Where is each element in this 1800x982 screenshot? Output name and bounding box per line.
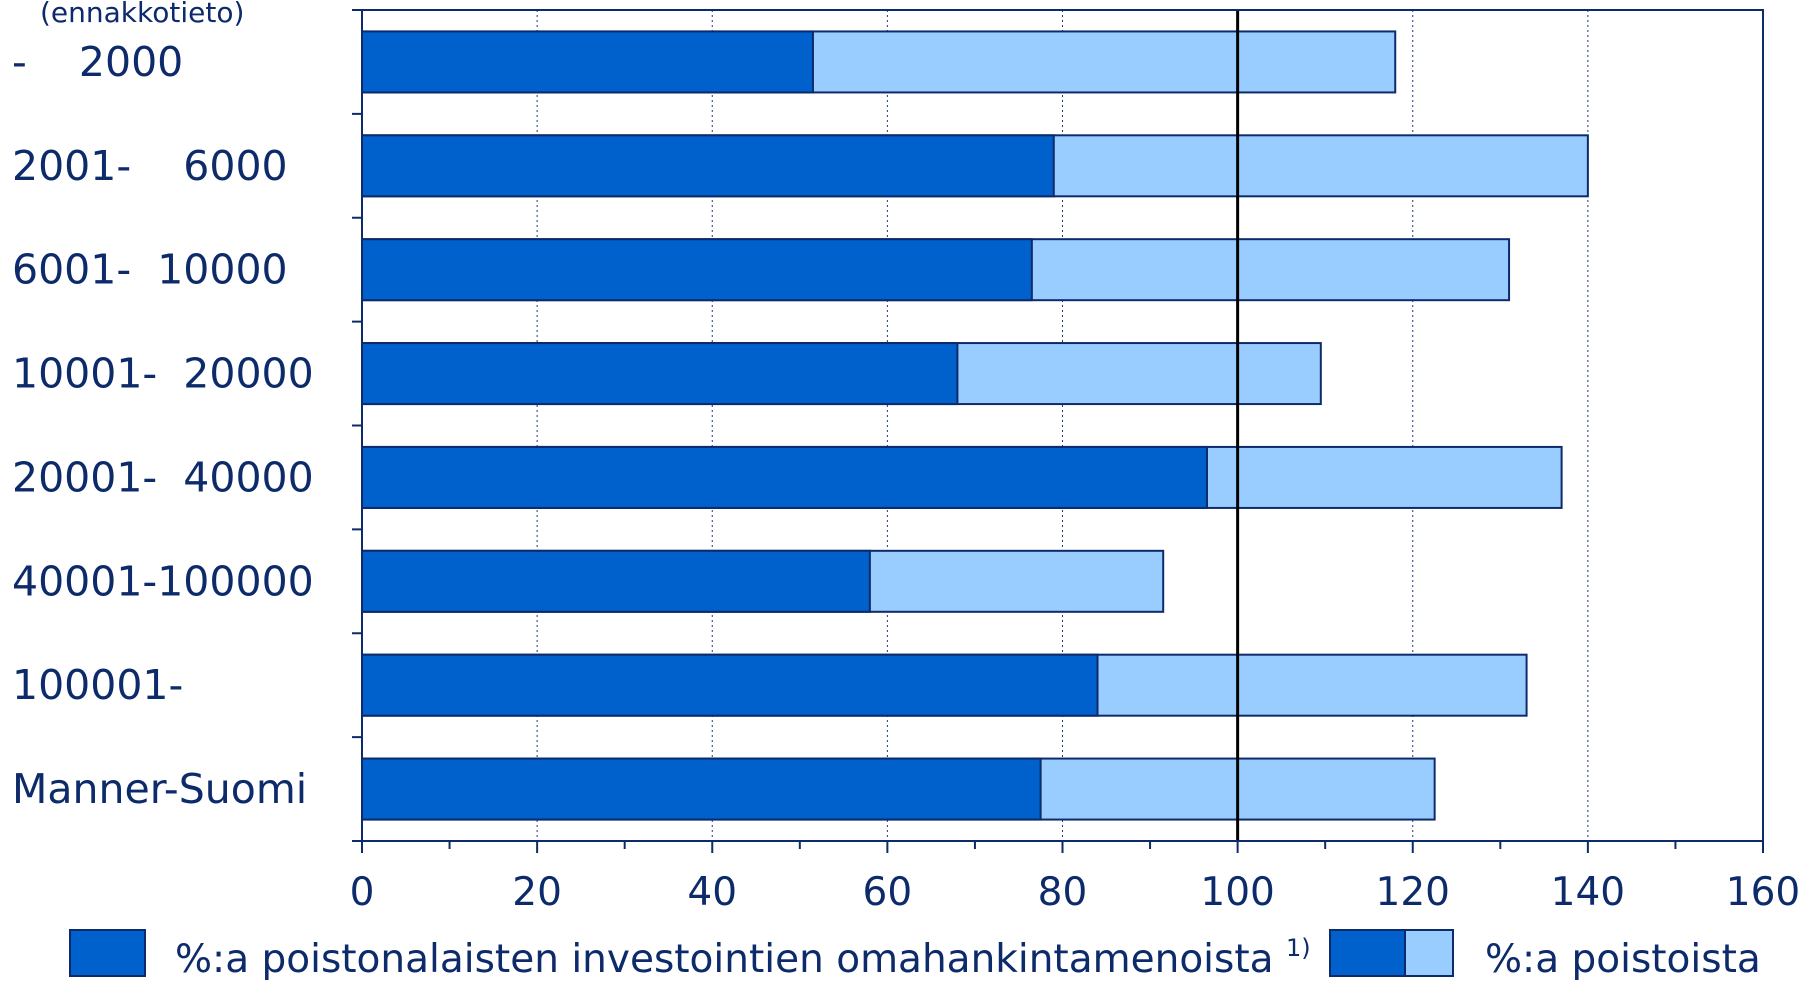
x-tick-label: 160 [1726, 870, 1800, 915]
bar-omahankintamenoista [361, 757, 1042, 821]
category-label: 2001- 6000 [12, 142, 288, 190]
x-tick-label: 0 [350, 870, 375, 915]
x-tick-label: 100 [1200, 870, 1274, 915]
legend-footnote-mark: 1) [1286, 934, 1311, 962]
bars-layer [361, 30, 1589, 821]
legend: %:a poistonalaisten investointien omahan… [69, 929, 1761, 982]
legend-swatch-poistoista-dark [1329, 929, 1406, 977]
bar-omahankintamenoista [361, 445, 1208, 509]
x-tick-label: 40 [687, 870, 737, 915]
legend-swatch-omahankinta [69, 929, 146, 977]
x-tick-labels: 0 20 40 60 80 100 120 140 160 [350, 870, 1800, 915]
category-label: 100001- [12, 661, 183, 709]
header-note: (ennakkotieto) [40, 0, 244, 29]
x-tick-label: 140 [1551, 870, 1625, 915]
category-label: 40001-100000 [12, 557, 314, 605]
legend-label-omahankinta: %:a poistonalaisten investointien omahan… [175, 934, 1311, 982]
category-label: Manner-Suomi [12, 765, 307, 813]
bar-omahankintamenoista [361, 342, 959, 406]
legend-label-poistoista: %:a poistoista [1485, 937, 1761, 982]
bar-omahankintamenoista [361, 30, 814, 94]
category-label: 6001- 10000 [12, 246, 288, 294]
bar-omahankintamenoista [361, 134, 1055, 198]
x-tick-label: 80 [1038, 870, 1088, 915]
bar-omahankintamenoista [361, 238, 1033, 302]
x-tick-label: 60 [863, 870, 913, 915]
legend-swatch-poistoista-light [1404, 929, 1454, 977]
x-tick-label: 120 [1376, 870, 1450, 915]
bar-omahankintamenoista [361, 549, 871, 613]
bar-omahankintamenoista [361, 653, 1099, 717]
category-label: 10001- 20000 [12, 350, 314, 398]
x-tick-label: 20 [512, 870, 562, 915]
category-label: 20001- 40000 [12, 453, 314, 501]
axis-layer [352, 9, 1764, 853]
category-label: - 2000 [12, 38, 183, 86]
category-labels: - 2000 2001- 6000 6001- 10000 10001- 20000 2… [12, 38, 314, 813]
